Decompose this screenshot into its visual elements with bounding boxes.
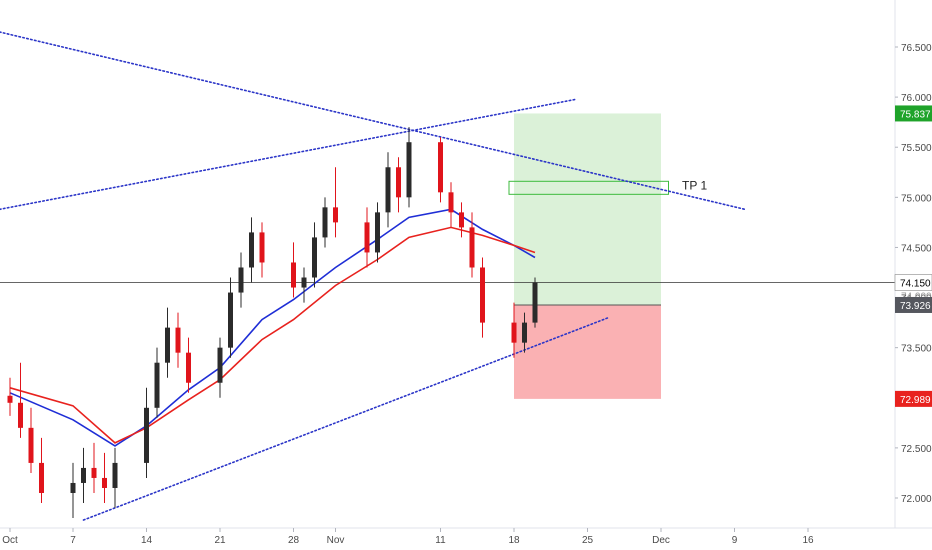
candle-body: [333, 207, 338, 223]
candle-body: [217, 347, 223, 383]
candle-body: [175, 327, 181, 353]
annotation-label: TP 1: [682, 178, 707, 192]
candle-body: [144, 407, 149, 463]
candle-body: [91, 467, 97, 478]
price-label-text: 74.150: [900, 279, 931, 290]
x-tick-label: 25: [582, 535, 594, 546]
price-label-badge: [895, 390, 932, 407]
x-tick-label: 11: [435, 535, 446, 546]
candle-body: [238, 267, 244, 293]
x-tick-label: 7: [70, 535, 76, 546]
position-zones: [508, 113, 669, 399]
candle-body: [291, 262, 296, 288]
x-tick-label: 9: [732, 535, 738, 546]
candle-body: [480, 267, 485, 323]
x-tick-label: Dec: [652, 535, 670, 546]
candle-body: [112, 462, 118, 488]
x-tick-label: 21: [214, 535, 226, 546]
candle-body: [385, 167, 391, 213]
candle-body: [406, 142, 412, 198]
candle-body: [375, 212, 380, 253]
profit-zone: [514, 113, 661, 305]
trendlines: [0, 31, 895, 521]
candle-body: [249, 232, 254, 268]
candle-body: [7, 395, 13, 403]
candle-body: [364, 222, 370, 253]
candle-body: [228, 292, 233, 348]
candle-body: [459, 212, 464, 228]
y-tick-label: 76.500: [901, 43, 932, 54]
candle-body: [102, 477, 107, 488]
loss-zone: [514, 304, 661, 399]
candle-body: [70, 482, 76, 493]
y-tick-label: 72.500: [901, 444, 932, 455]
x-tick-label: 14: [141, 535, 153, 546]
x-tick-label: Oct: [2, 535, 18, 546]
y-tick-label: 72.000: [901, 494, 932, 505]
y-tick-label: 75.500: [901, 143, 932, 154]
candle-body: [532, 282, 538, 323]
candle-body: [448, 192, 454, 213]
trendline: [0, 98, 578, 211]
price-label-badge: [894, 274, 932, 291]
candle-body: [81, 467, 86, 483]
candle-body: [259, 232, 265, 263]
moving-average-red: [9, 226, 536, 444]
x-tick-label: 16: [802, 535, 814, 546]
y-tick-label: 73.500: [901, 344, 932, 355]
candle-body: [28, 427, 34, 463]
candle-body: [39, 462, 44, 493]
candle-body: [522, 322, 527, 343]
candle-body: [511, 322, 517, 343]
tp-box: [508, 180, 669, 195]
trendline: [0, 31, 746, 211]
candle-body: [165, 327, 170, 363]
price-label-text: 72.989: [900, 395, 931, 406]
x-tick-label: Nov: [327, 535, 345, 546]
y-tick-label: 76.000: [901, 93, 932, 104]
candle-body: [438, 142, 443, 193]
candle-body: [396, 167, 401, 198]
y-tick-label: 74.500: [901, 243, 932, 254]
y-tick-label: 75.000: [901, 193, 932, 204]
moving-average-blue: [9, 208, 536, 447]
trendline: [82, 316, 610, 521]
price-label-text: 75.837: [900, 109, 931, 120]
price-label-badge: [895, 296, 932, 313]
price-label-badge: [895, 105, 932, 122]
candle-body: [186, 352, 191, 383]
candle-body: [322, 207, 328, 238]
moving-averages: [9, 208, 536, 447]
candle-body: [469, 227, 475, 268]
price-label-text: 73.926: [900, 301, 931, 312]
candle-body: [312, 237, 317, 278]
x-tick-label: 28: [288, 535, 300, 546]
candle-body: [18, 402, 23, 428]
x-tick-label: 18: [508, 535, 520, 546]
candle-body: [301, 277, 307, 288]
candles: [7, 127, 538, 519]
candle-body: [154, 362, 160, 408]
